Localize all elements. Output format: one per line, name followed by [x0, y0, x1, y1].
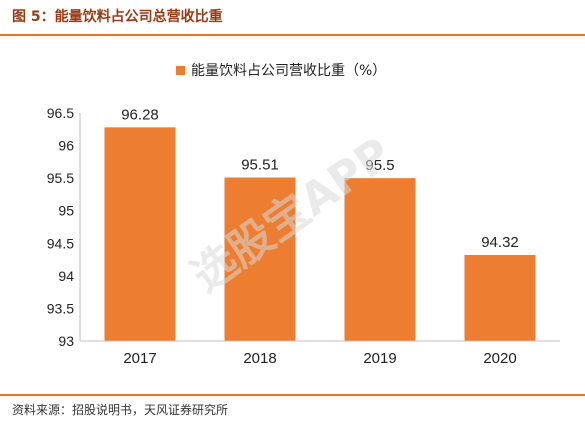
y-tick-label: 93.5	[47, 300, 74, 316]
y-tick-label: 93	[58, 333, 74, 349]
data-label-2019: 95.5	[365, 157, 394, 174]
data-label-2020: 94.32	[481, 234, 519, 251]
source-note: 资料来源：招股说明书，天风证券研究所	[12, 403, 229, 417]
data-label-2018: 95.51	[241, 156, 279, 173]
y-tick-label: 94.5	[47, 235, 74, 251]
y-tick-label: 94	[58, 268, 74, 284]
x-tick-label: 2018	[243, 350, 276, 367]
x-tick-label: 2020	[483, 350, 516, 367]
x-tick-label: 2019	[363, 350, 396, 367]
legend-swatch	[176, 66, 185, 75]
top-rule	[0, 34, 585, 36]
bar-chart: 能量饮料占公司营收比重（%） 9393.59494.59595.59696.5 …	[47, 63, 560, 367]
bars	[104, 127, 536, 342]
data-labels: 96.28 95.51 95.5 94.32	[121, 106, 519, 251]
y-tick-label: 95	[58, 203, 74, 219]
bottom-rule	[0, 394, 585, 396]
y-axis: 93 93.5 94 94.5 95 95.5 96 96.5	[47, 105, 81, 349]
bar-2020	[464, 255, 536, 341]
legend-label: 能量饮料占公司营收比重（%）	[191, 63, 386, 79]
figure-title: 图 5：能量饮料占公司总营收比重	[12, 9, 223, 25]
y-tick-label: 96	[58, 138, 74, 154]
bar-2019	[344, 178, 416, 341]
legend: 能量饮料占公司营收比重（%）	[176, 63, 386, 79]
y-tick-label: 96.5	[47, 105, 74, 121]
data-label-2017: 96.28	[121, 106, 159, 123]
bar-2017	[104, 127, 176, 342]
bar-2018	[224, 177, 296, 341]
x-tick-label: 2017	[123, 350, 156, 367]
y-tick-label: 95.5	[47, 170, 74, 186]
x-axis: 2017 2018 2019 2020	[80, 340, 560, 367]
